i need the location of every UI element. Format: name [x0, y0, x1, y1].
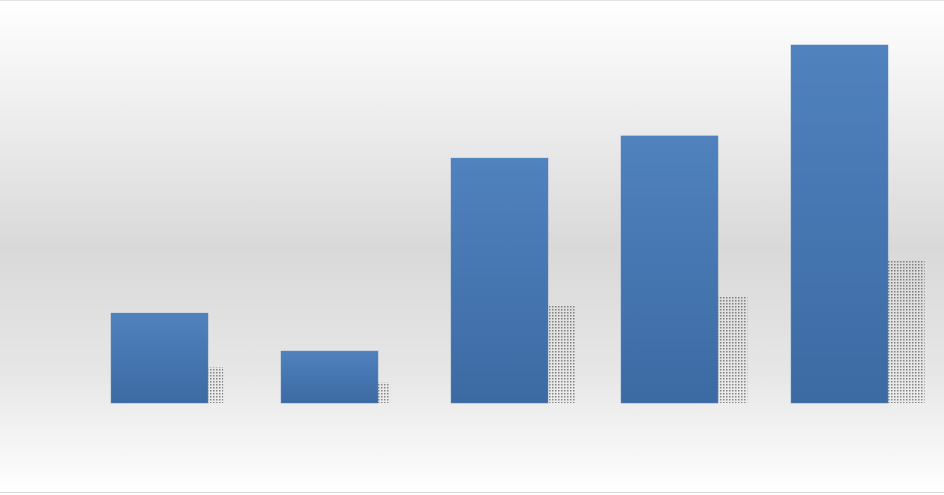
bar: [110, 312, 209, 404]
bar: [280, 350, 379, 404]
bar-shadow: [377, 382, 391, 403]
bar: [620, 135, 719, 404]
bar: [790, 44, 889, 404]
bar-shadow: [717, 296, 748, 403]
bar-shadow: [207, 367, 224, 403]
bar-shadow: [547, 305, 576, 403]
bar: [450, 157, 549, 404]
bar-shadow: [887, 259, 925, 403]
